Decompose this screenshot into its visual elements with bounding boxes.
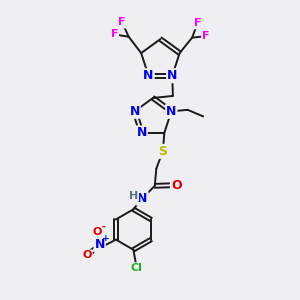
Text: S: S bbox=[158, 145, 167, 158]
Text: O: O bbox=[82, 250, 92, 260]
Text: O: O bbox=[171, 179, 181, 192]
Text: O: O bbox=[92, 226, 102, 237]
Text: -: - bbox=[101, 222, 105, 232]
Text: F: F bbox=[111, 29, 118, 39]
Text: H: H bbox=[129, 191, 139, 201]
Text: F: F bbox=[118, 17, 126, 28]
Text: +: + bbox=[102, 234, 109, 243]
Text: F: F bbox=[194, 18, 201, 28]
Text: F: F bbox=[202, 31, 209, 41]
Text: N: N bbox=[143, 69, 154, 82]
Text: N: N bbox=[166, 105, 176, 118]
Text: N: N bbox=[136, 126, 147, 140]
Text: N: N bbox=[94, 238, 105, 251]
Text: N: N bbox=[129, 105, 140, 118]
Text: N: N bbox=[167, 69, 178, 82]
Text: Cl: Cl bbox=[130, 263, 142, 273]
Text: N: N bbox=[137, 192, 148, 205]
